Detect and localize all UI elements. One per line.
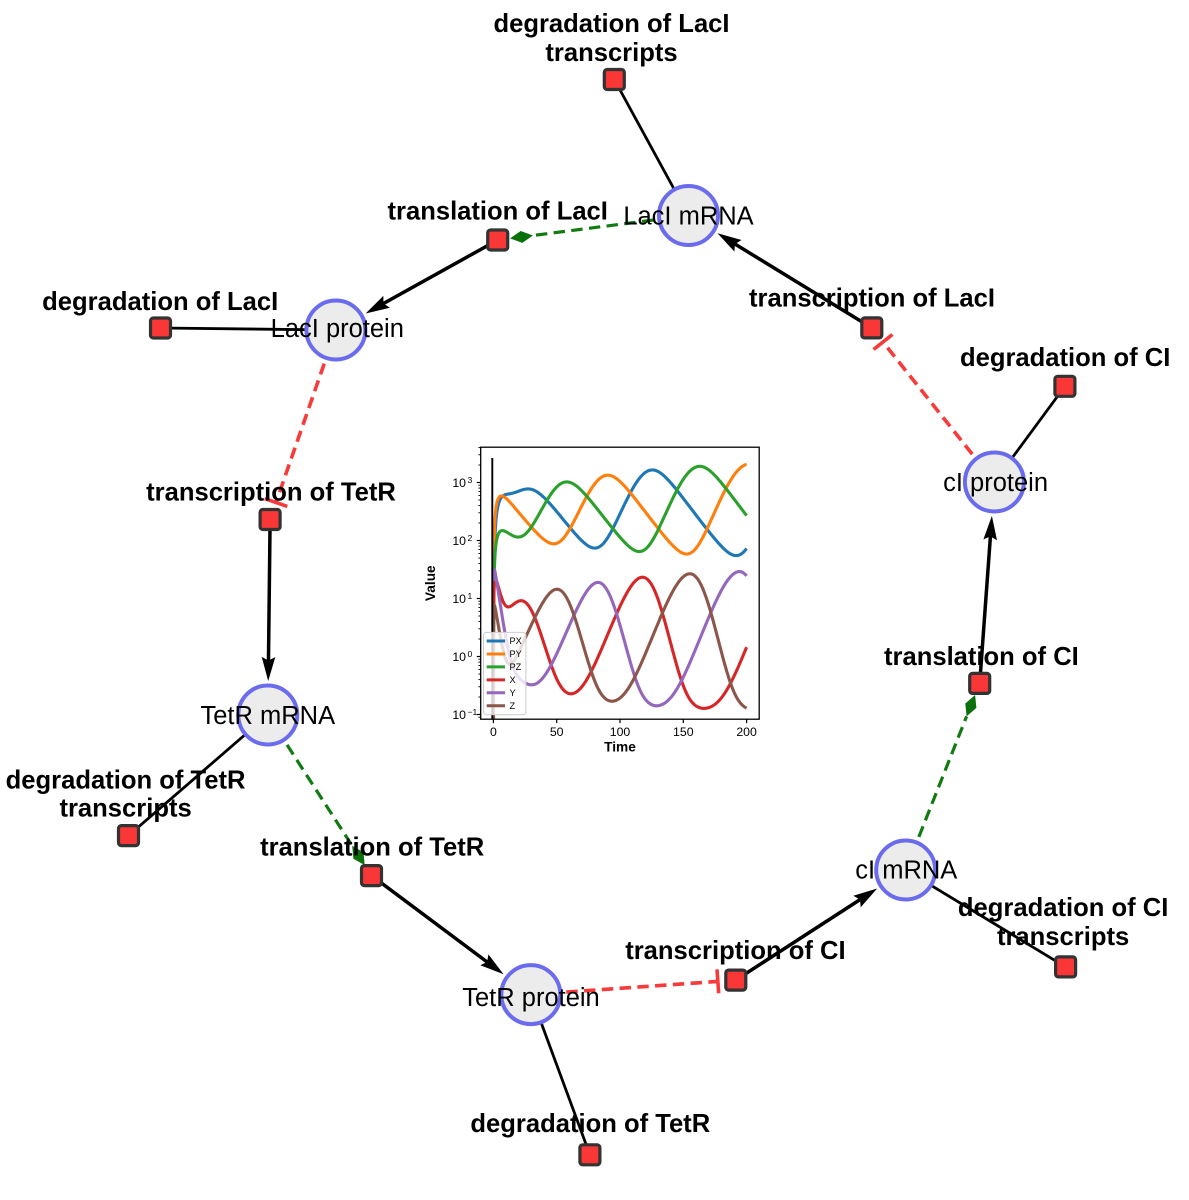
svg-text:transcripts: transcripts [59,795,191,823]
svg-text:10: 10 [452,650,466,664]
svg-text:PX: PX [510,636,522,646]
svg-text:degradation of LacI: degradation of LacI [493,10,729,38]
svg-text:10: 10 [452,708,466,722]
svg-text:PY: PY [510,649,522,659]
svg-text:degradation of CI: degradation of CI [960,344,1170,372]
svg-text:TetR mRNA: TetR mRNA [200,702,335,730]
svg-text:degradation of TetR: degradation of TetR [470,1110,710,1138]
svg-text:10: 10 [452,534,466,548]
svg-text:LacI protein: LacI protein [271,315,404,343]
svg-text:PZ: PZ [510,662,522,672]
svg-text:X: X [510,675,516,685]
svg-text:TetR protein: TetR protein [462,984,600,1012]
svg-text:transcription of LacI: transcription of LacI [749,285,995,313]
svg-text:Z: Z [510,701,516,711]
svg-text:1: 1 [468,591,473,601]
svg-text:0: 0 [468,649,473,659]
svg-text:200: 200 [736,725,757,739]
svg-text:Time: Time [604,740,636,755]
svg-text:0: 0 [490,725,497,739]
svg-text:3: 3 [468,475,473,485]
svg-text:cI mRNA: cI mRNA [855,856,957,884]
svg-text:100: 100 [610,725,631,739]
svg-text:transcription of CI: transcription of CI [625,937,845,965]
svg-text:degradation of CI: degradation of CI [958,894,1168,922]
svg-text:10: 10 [452,592,466,606]
svg-text:degradation of LacI: degradation of LacI [42,288,278,316]
svg-text:translation of LacI: translation of LacI [387,198,607,226]
svg-text:LacI mRNA: LacI mRNA [623,203,753,231]
svg-text:transcripts: transcripts [545,39,677,67]
svg-text:−1: −1 [468,707,478,717]
svg-text:Y: Y [510,688,516,698]
svg-text:transcripts: transcripts [997,923,1129,951]
svg-text:transcription of TetR: transcription of TetR [146,479,396,507]
svg-text:translation of TetR: translation of TetR [260,834,484,862]
svg-text:Value: Value [423,565,438,601]
svg-text:10: 10 [452,476,466,490]
svg-text:50: 50 [550,725,564,739]
svg-text:cI protein: cI protein [943,469,1048,497]
svg-text:degradation of TetR: degradation of TetR [6,766,246,794]
svg-text:2: 2 [468,533,473,543]
svg-text:150: 150 [673,725,694,739]
svg-text:translation of CI: translation of CI [884,643,1079,671]
